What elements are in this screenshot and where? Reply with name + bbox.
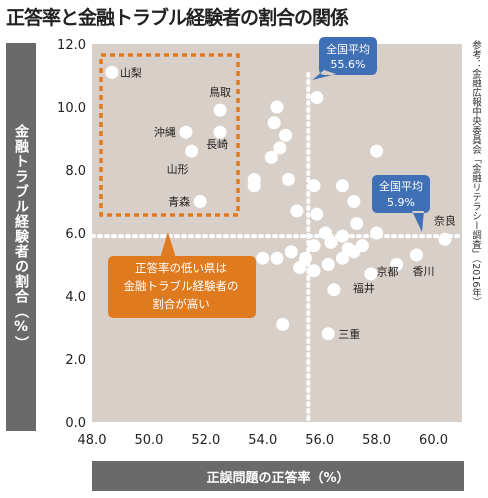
highlight-box [99, 53, 240, 217]
national-y-callout: 全国平均 5.9% [372, 175, 430, 233]
y-tick-label: 6.0 [65, 227, 86, 242]
point-label: 福井 [353, 281, 375, 295]
scatter-point [335, 229, 349, 243]
scatter-point [390, 258, 404, 271]
national-x-callout-value: 55.6% [331, 58, 366, 71]
scatter-point [256, 251, 270, 265]
x-tick-label: 60.0 [419, 433, 448, 448]
x-tick-label: 48.0 [78, 433, 107, 448]
y-tick-label: 2.0 [65, 353, 86, 368]
national-x-callout: 全国平均 55.6% [312, 37, 377, 80]
data-points [105, 65, 452, 341]
y-tick-label: 10.0 [57, 101, 86, 116]
y-tick-label: 0.0 [65, 416, 86, 431]
scatter-point [284, 245, 298, 259]
x-axis-label: 正誤問題の正答率（%） [92, 461, 464, 491]
x-tick-label: 54.0 [248, 433, 277, 448]
y-tick-label: 12.0 [57, 38, 86, 53]
scatter-point [307, 264, 321, 278]
y-axis-ticks: 0.0 2.0 4.0 6.0 8.0 10.0 12.0 [57, 38, 86, 431]
low-prefecture-callout: 正答率の低い県は 金融トラブル経験者の 割合が高い [108, 232, 256, 318]
national-x-callout-label: 全国平均 [326, 42, 370, 56]
scatter-point [350, 217, 364, 231]
y-axis-label-bar: 金融トラブル経験者の割合（%） [6, 43, 36, 431]
source-note: 参考：金融広報中央委員会「金融リテラシー調査」（2016年） [470, 40, 481, 307]
scatter-point [213, 103, 227, 117]
scatter-point [370, 144, 384, 158]
scatter-point [347, 195, 361, 208]
scatter-point [179, 125, 193, 139]
y-tick-label: 8.0 [65, 164, 86, 179]
point-label: 山梨 [120, 65, 142, 79]
scatter-point [370, 226, 384, 240]
point-label: 三重 [338, 327, 360, 341]
x-tick-label: 50.0 [134, 433, 163, 448]
scatter-point [293, 261, 307, 275]
scatter-point [364, 267, 378, 281]
scatter-point [347, 245, 361, 259]
scatter-point [307, 239, 321, 253]
scatter-point [267, 116, 281, 130]
low-prefecture-callout-line-3: 割合が高い [152, 297, 210, 311]
chart-title: 正答率と金融トラブル経験者の割合の関係 [6, 7, 349, 29]
scatter-point [193, 195, 207, 208]
scatter-point [324, 235, 338, 249]
low-prefecture-callout-line-1: 正答率の低い県は [135, 261, 227, 275]
scatter-point [310, 207, 324, 221]
scatter-point [335, 251, 349, 265]
point-label: 鳥取 [209, 85, 231, 99]
scatter-point [276, 317, 290, 331]
national-x-callout-box [312, 37, 377, 80]
low-prefecture-callout-box [108, 232, 256, 318]
scatter-point [270, 100, 284, 114]
scatter-point [327, 283, 341, 297]
scatter-point [279, 128, 293, 142]
point-label: 沖縄 [154, 125, 176, 139]
national-y-callout-value: 5.9% [387, 196, 415, 209]
x-tick-label: 58.0 [362, 433, 391, 448]
scatter-point [213, 125, 227, 139]
scatter-point [273, 141, 287, 155]
national-y-callout-label: 全国平均 [379, 179, 423, 193]
x-tick-label: 52.0 [191, 433, 220, 448]
scatter-point [298, 251, 312, 265]
scatter-point [321, 327, 335, 341]
scatter-point [264, 150, 278, 164]
national-y-callout-box [372, 175, 430, 233]
scatter-point [247, 179, 261, 193]
low-prefecture-callout-line-2: 金融トラブル経験者の [124, 279, 239, 293]
scatter-point [270, 251, 284, 265]
scatter-point [105, 65, 119, 79]
point-label: 香川 [412, 265, 434, 278]
scatter-point [185, 144, 199, 158]
x-axis-ticks: 48.0 50.0 52.0 54.0 56.0 58.0 60.0 [78, 433, 448, 448]
y-axis-label: 金融トラブル経験者の割合（%） [13, 123, 29, 351]
scatter-point [335, 179, 349, 193]
scatter-point [307, 179, 321, 193]
scatter-point [409, 248, 423, 262]
point-label: 奈良 [434, 213, 456, 227]
point-label: 青森 [168, 195, 190, 209]
scatter-point [310, 91, 324, 105]
y-tick-label: 4.0 [65, 290, 86, 305]
scatter-point [290, 204, 304, 218]
scatter-point [318, 226, 332, 240]
scatter-point [281, 172, 295, 186]
scatter-point [438, 232, 452, 246]
scatter-point [321, 258, 335, 271]
point-label: 長崎 [206, 137, 228, 151]
x-tick-label: 56.0 [305, 433, 334, 448]
point-label: 京都 [377, 265, 399, 279]
point-label: 山形 [167, 163, 189, 176]
